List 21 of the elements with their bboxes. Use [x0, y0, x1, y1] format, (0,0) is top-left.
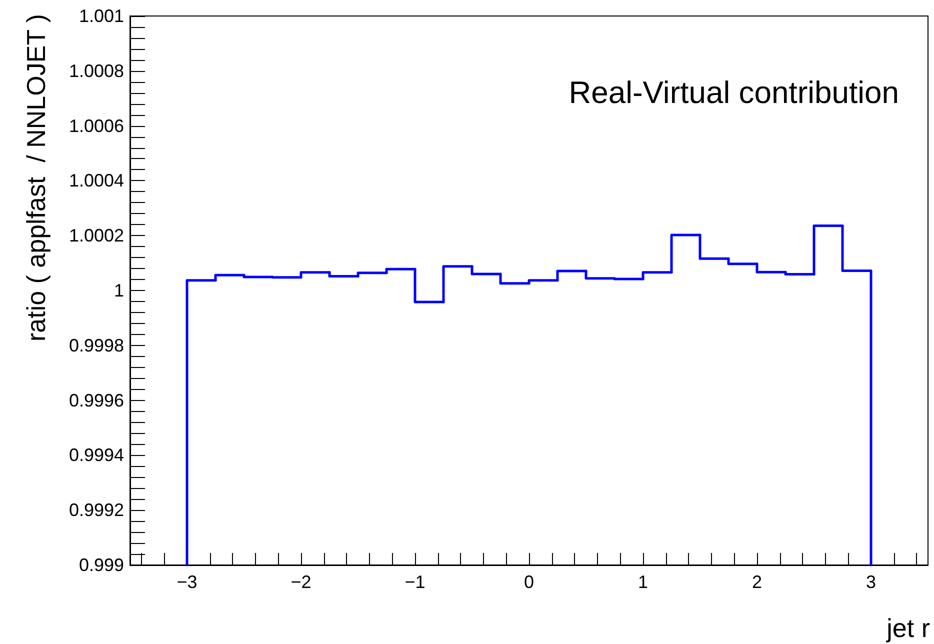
- x-tick-label: −1: [404, 572, 426, 592]
- y-axis-title: ratio ( applfast / NNLOJET ): [21, 14, 51, 342]
- x-tick-label: −3: [176, 572, 198, 592]
- y-tick-label: 0.9996: [68, 390, 124, 410]
- y-tick-label: 1.0002: [68, 226, 124, 246]
- x-tick-label: 2: [752, 572, 762, 592]
- y-tick-label: 1.0008: [68, 60, 124, 81]
- y-tick-label: 1.0004: [68, 170, 124, 191]
- y-tick-label: 0.9998: [68, 335, 124, 356]
- y-tick-label: 0.9992: [68, 500, 124, 520]
- y-tick-label: 0.999: [78, 555, 124, 575]
- y-tick-label: 1: [114, 280, 124, 300]
- x-tick-label: 3: [866, 572, 876, 592]
- x-axis-title: jet r: [886, 613, 930, 643]
- y-tick-label: 1.001: [78, 6, 124, 26]
- x-tick-label: −2: [290, 572, 312, 592]
- y-tick-label: 0.9994: [68, 445, 124, 466]
- text: Real-Virtual contribution: [568, 75, 900, 110]
- x-tick-label: 0: [524, 572, 534, 592]
- y-tick-label: 1.0006: [68, 116, 124, 136]
- x-tick-label: 1: [638, 572, 648, 592]
